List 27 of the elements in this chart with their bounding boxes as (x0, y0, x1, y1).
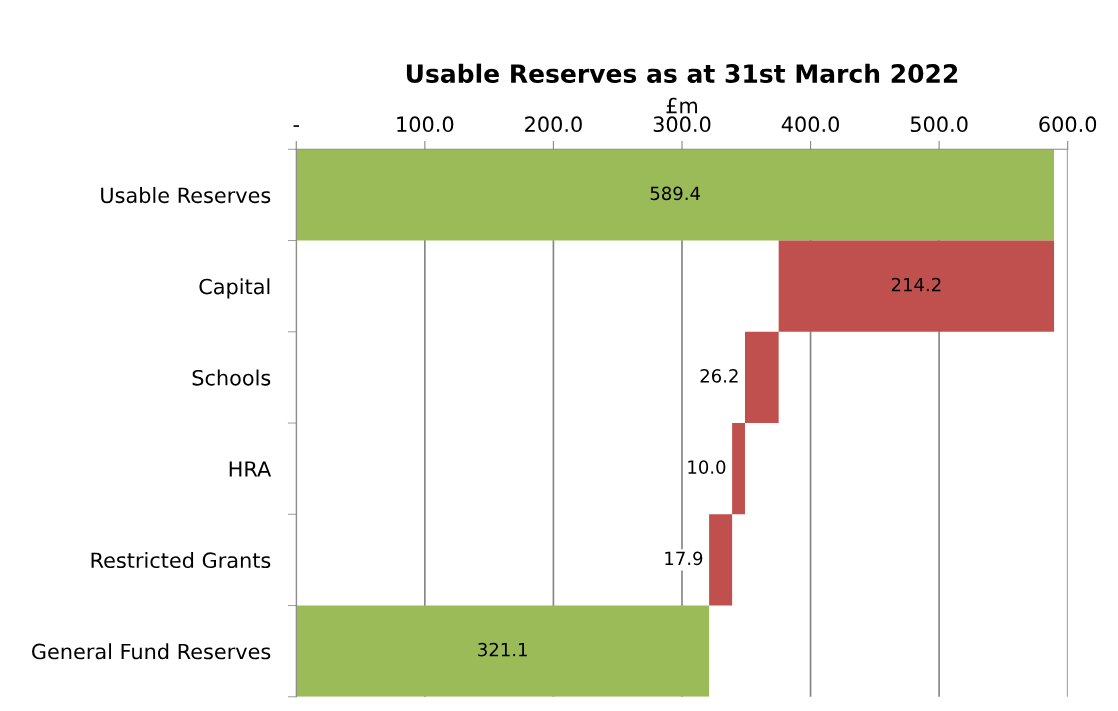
bar (709, 514, 733, 606)
x-axis-title: £m (666, 97, 697, 114)
y-tick-label: Capital (199, 278, 270, 299)
y-tick-label: Usable Reserves (101, 187, 271, 204)
data-label: 26.2 (700, 369, 738, 383)
bar (296, 605, 710, 697)
x-tick-label: 500.0 (910, 116, 968, 133)
x-tick-label: - (293, 125, 300, 127)
y-tick-label: HRA (229, 461, 272, 477)
bar (778, 240, 1055, 332)
data-label: 17.9 (665, 551, 703, 566)
data-label: 321.1 (478, 642, 527, 657)
data-label: 214.2 (891, 277, 941, 292)
x-tick-label: 200.0 (525, 116, 582, 133)
x-tick-label: 400.0 (781, 116, 839, 133)
y-tick-label: General Fund Reserves (32, 643, 271, 660)
bar (744, 331, 779, 424)
x-tick-label: 100.0 (397, 116, 454, 133)
chart-title: Usable Reserves as at 31st March 2022 (406, 63, 958, 83)
y-tick-label: Schools (192, 369, 271, 386)
y-tick-label: Restricted Grants (91, 552, 271, 569)
data-label: 10.0 (688, 460, 726, 474)
data-label: 589.4 (650, 186, 700, 201)
bar (296, 149, 1055, 241)
x-tick-label: 600.0 (1039, 116, 1097, 133)
x-tick-label: 300.0 (653, 116, 711, 133)
bar (732, 423, 745, 515)
